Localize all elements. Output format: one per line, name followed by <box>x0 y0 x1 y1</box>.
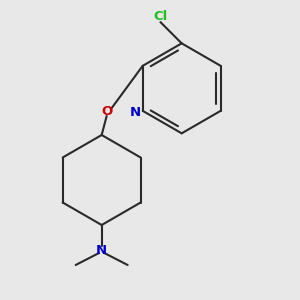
Text: N: N <box>130 106 141 119</box>
Text: O: O <box>101 105 112 118</box>
Text: Cl: Cl <box>153 10 168 22</box>
Text: N: N <box>96 244 107 256</box>
